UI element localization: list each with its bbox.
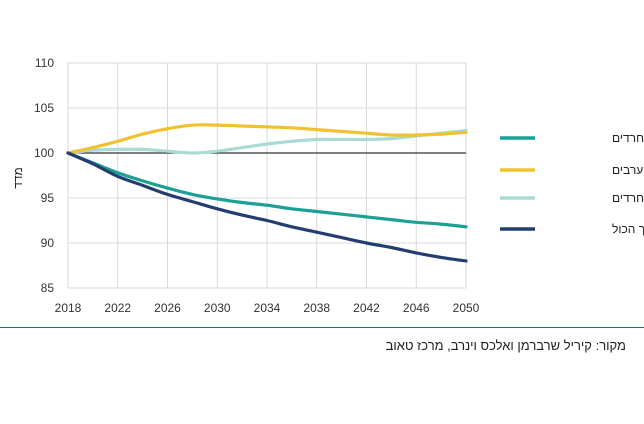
series-line: [66, 123, 468, 155]
y-axis-title: מדד: [11, 167, 25, 189]
y-tick-label: 85: [41, 281, 55, 295]
x-tick-label: 2018: [55, 301, 82, 315]
divider: [0, 327, 644, 328]
source-note: מקור: קיריל שרברמן ואלכס וינרב, מרכז טאו…: [385, 338, 626, 353]
x-tick-label: 2022: [104, 301, 131, 315]
x-tick-label: 2050: [453, 301, 480, 315]
grid: [67, 62, 467, 289]
legend-label: סך הכול: [612, 222, 644, 236]
x-tick-label: 2030: [204, 301, 231, 315]
y-tick-label: 95: [41, 191, 55, 205]
series-line: [66, 151, 468, 229]
x-tick-label: 2034: [254, 301, 281, 315]
x-tick-label: 2026: [154, 301, 181, 315]
y-tick-label: 90: [41, 236, 55, 250]
legend: יהודים לא-חרדים ערבים חרדים סך הכול: [500, 131, 644, 236]
legend-label: חרדים: [612, 191, 644, 205]
y-tick-label: 110: [35, 56, 54, 70]
x-tick-label: 2038: [303, 301, 330, 315]
y-tick-label: 100: [34, 146, 54, 160]
series-line: [66, 151, 468, 263]
y-tick-label: 105: [34, 101, 54, 115]
axes: 85 90 95 100 105 110 2018 2022 2026 2030 2034 2038 2…: [34, 56, 480, 315]
legend-label: ערבים: [612, 163, 643, 177]
series: [66, 123, 468, 263]
x-tick-label: 2042: [353, 301, 380, 315]
x-tick-label: 2046: [403, 301, 430, 315]
legend-label: יהודים לא-חרדים: [612, 131, 644, 145]
series-line: [66, 128, 468, 155]
